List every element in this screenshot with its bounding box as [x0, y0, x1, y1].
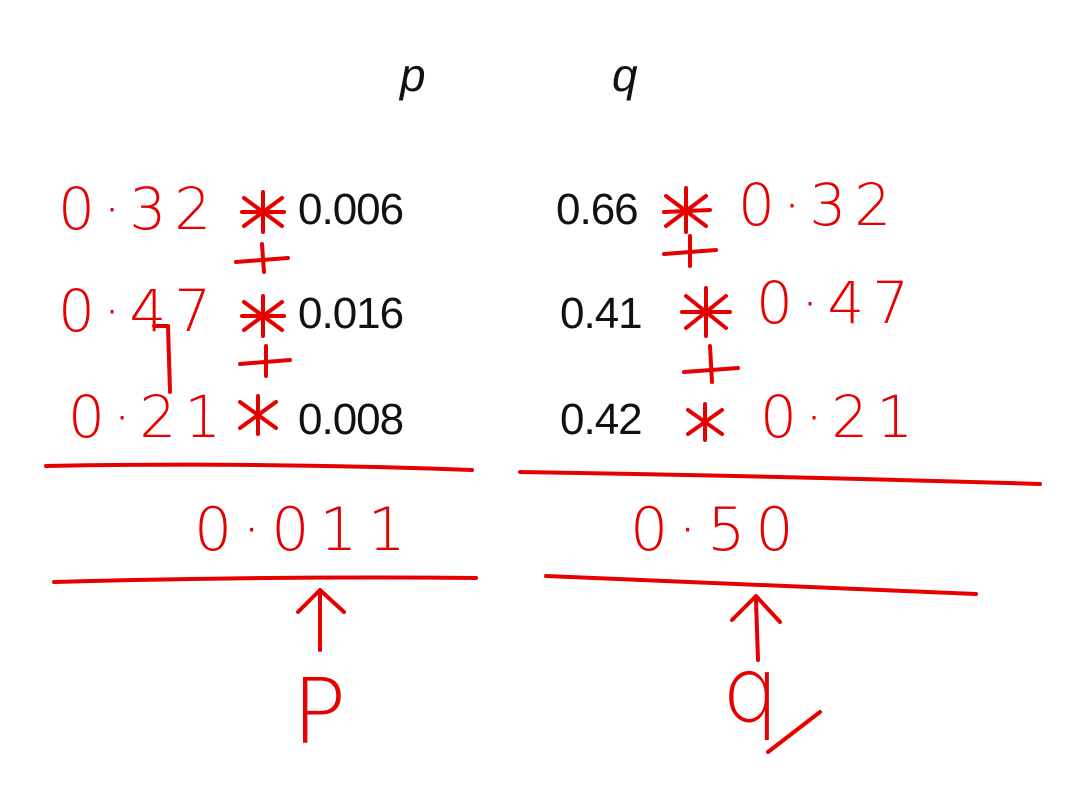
plus-icon [682, 344, 740, 384]
asterisk-icon [240, 190, 286, 234]
q-label: q [722, 638, 780, 743]
asterisk-icon [662, 186, 712, 234]
plus-icon [662, 234, 718, 268]
p-weight-2: 0·47 [58, 277, 220, 345]
plus-icon [238, 344, 292, 378]
p-value-1: 0.006 [298, 185, 404, 234]
p-label: P [292, 660, 347, 765]
q-weight-1: 0·32 [738, 171, 900, 239]
p-value-3: 0.008 [298, 395, 404, 444]
asterisk-icon [680, 286, 732, 338]
q-value-2: 0.41 [560, 289, 643, 338]
p-result: 0·011 [194, 495, 416, 565]
rule-line [518, 470, 1042, 486]
arrow-up-icon [730, 594, 782, 662]
asterisk-icon [686, 402, 724, 442]
arrow-up-icon [296, 588, 346, 652]
asterisk-icon [238, 394, 278, 436]
q-weight-3: 0·21 [760, 383, 922, 451]
q-weight-2: 0·47 [756, 269, 918, 337]
p-value-2: 0.016 [298, 289, 404, 338]
asterisk-icon [240, 294, 286, 338]
q-result: 0·50 [630, 495, 804, 565]
header-p: p [400, 49, 426, 101]
q-value-1: 0.66 [556, 185, 639, 234]
rule-line [44, 462, 474, 472]
rule-line [544, 574, 978, 596]
header-q: q [612, 49, 638, 101]
p-weight-1: 0·32 [58, 175, 220, 243]
p-weight-3: 0·21 [68, 383, 230, 451]
q-value-3: 0.42 [560, 395, 643, 444]
bracket-line [152, 324, 172, 394]
rule-line [52, 575, 478, 584]
plus-icon [234, 242, 290, 274]
q-label-flourish [766, 710, 822, 754]
